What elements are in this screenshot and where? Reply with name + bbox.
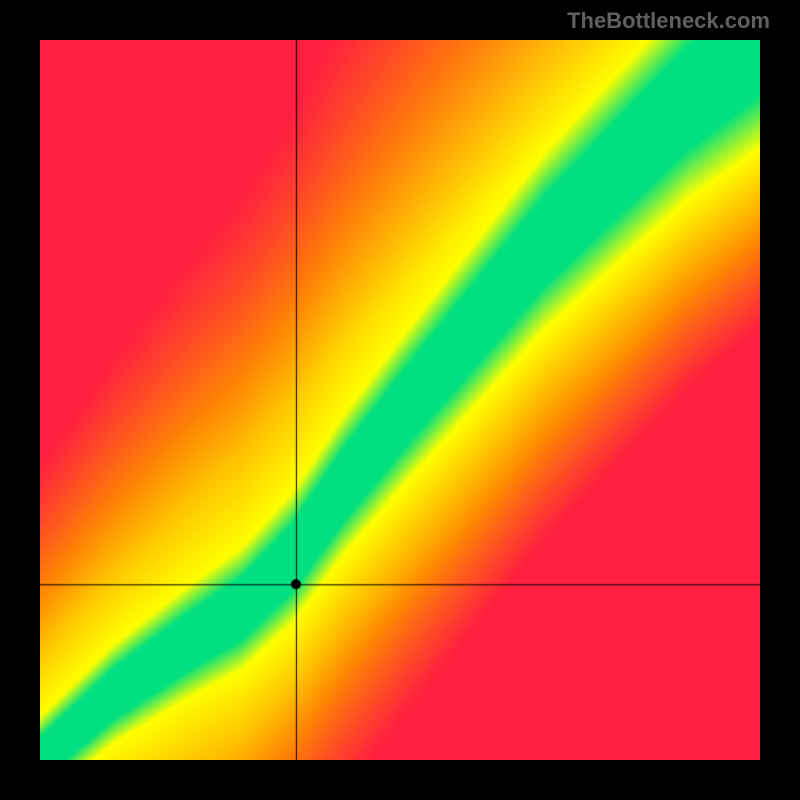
watermark-text: TheBottleneck.com	[567, 8, 770, 34]
heatmap-chart	[40, 40, 760, 760]
heatmap-canvas	[40, 40, 760, 760]
